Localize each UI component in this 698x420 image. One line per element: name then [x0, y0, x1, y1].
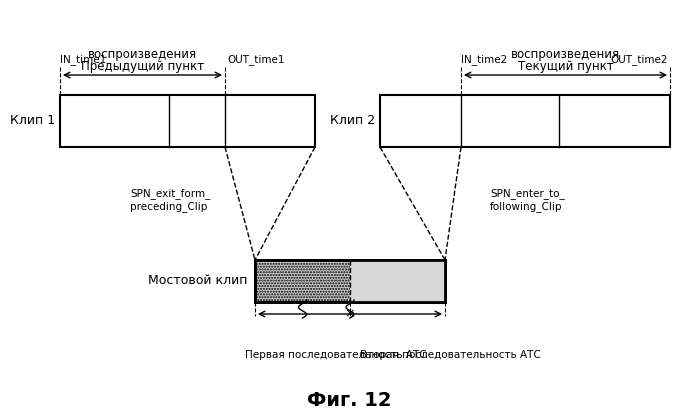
Text: Мостовой клип: Мостовой клип: [147, 275, 247, 288]
Text: воспроизведения: воспроизведения: [88, 48, 197, 61]
Text: Предыдущий пункт: Предыдущий пункт: [81, 60, 204, 73]
Bar: [60, 95, 315, 147]
Text: Текущий пункт: Текущий пункт: [518, 60, 614, 73]
Bar: [255, 260, 445, 302]
Text: OUT_time2: OUT_time2: [611, 54, 668, 65]
Text: Вторая последовательность АТС: Вторая последовательность АТС: [360, 350, 541, 360]
Text: Клип 1: Клип 1: [10, 115, 55, 128]
Text: воспроизведения: воспроизведения: [511, 48, 620, 61]
Bar: [350, 260, 445, 302]
Text: ×: ×: [345, 307, 355, 320]
Text: Клип 2: Клип 2: [330, 115, 375, 128]
Bar: [380, 95, 670, 147]
Text: OUT_time1: OUT_time1: [227, 54, 285, 65]
Bar: [255, 260, 445, 302]
Text: IN_time2: IN_time2: [461, 54, 507, 65]
Text: SPN_exit_form_
preceding_Clip: SPN_exit_form_ preceding_Clip: [130, 188, 210, 212]
Text: Фиг. 12: Фиг. 12: [306, 391, 392, 410]
Text: Первая последовательность АТС: Первая последовательность АТС: [245, 350, 426, 360]
Text: SPN_enter_to_
following_Clip: SPN_enter_to_ following_Clip: [490, 188, 565, 212]
Text: IN_time1: IN_time1: [60, 54, 106, 65]
